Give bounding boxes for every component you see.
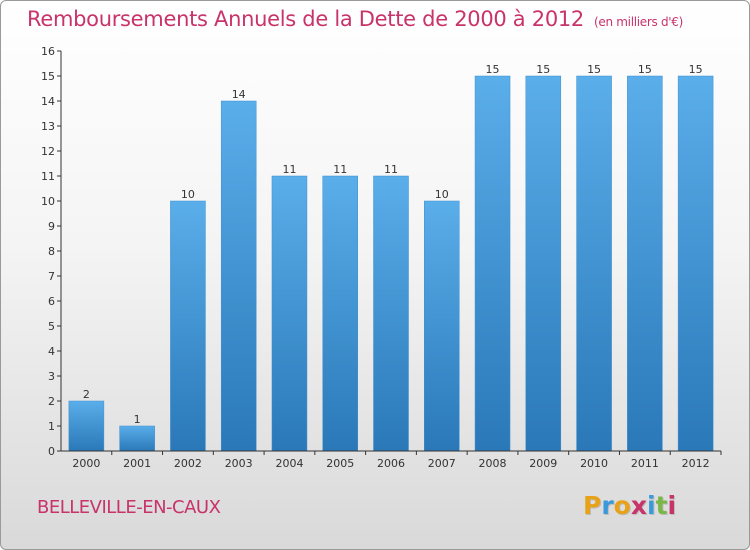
bar-value-label: 2: [83, 388, 90, 401]
y-tick-label: 7: [48, 270, 55, 283]
bar-value-label: 11: [282, 163, 296, 176]
bar-2008: [474, 75, 511, 452]
bar-2009: [525, 75, 562, 452]
y-tick-label: 2: [48, 395, 55, 408]
x-tick-label: 2001: [123, 457, 151, 470]
y-tick-label: 15: [41, 70, 55, 83]
bar-2005: [322, 175, 358, 452]
y-tick-label: 14: [41, 95, 55, 108]
bar-value-label: 15: [486, 63, 500, 76]
x-tick-label: 2003: [225, 457, 253, 470]
x-tick-label: 2006: [377, 457, 405, 470]
x-tick-label: 2007: [428, 457, 456, 470]
bar-2011: [627, 75, 663, 452]
bar-value-label: 14: [232, 88, 246, 101]
bar-2012: [677, 75, 714, 452]
x-tick-label: 2002: [174, 457, 202, 470]
x-tick-label: 2012: [682, 457, 710, 470]
bar-2001: [119, 425, 155, 452]
bar-value-label: 10: [435, 188, 449, 201]
bar-value-label: 15: [638, 63, 652, 76]
y-tick-label: 13: [41, 120, 55, 133]
x-tick-label: 2011: [631, 457, 659, 470]
y-tick-label: 10: [41, 195, 55, 208]
x-tick-label: 2010: [580, 457, 608, 470]
bar-2007: [424, 200, 460, 452]
bar-value-label: 15: [536, 63, 550, 76]
logo-letter: o: [613, 491, 631, 520]
x-tick-label: 2008: [479, 457, 507, 470]
commune-name: BELLEVILLE-EN-CAUX: [37, 497, 221, 518]
logo-letter: x: [630, 491, 647, 520]
logo-letter: P: [583, 491, 602, 520]
y-tick-label: 16: [41, 45, 55, 58]
bar-2003: [220, 100, 257, 452]
y-tick-label: 4: [48, 345, 55, 358]
bar-value-label: 10: [181, 188, 195, 201]
y-tick-label: 5: [48, 320, 55, 333]
y-tick-label: 6: [48, 295, 55, 308]
y-tick-label: 11: [41, 170, 55, 183]
y-tick-label: 3: [48, 370, 55, 383]
bar-value-label: 11: [384, 163, 398, 176]
bar-value-label: 11: [333, 163, 347, 176]
logo-letter: t: [655, 491, 668, 520]
y-tick-label: 9: [48, 220, 55, 233]
x-tick-label: 2004: [275, 457, 303, 470]
y-tick-label: 12: [41, 145, 55, 158]
y-tick-label: 0: [48, 445, 55, 458]
title-text: Remboursements Annuels de la Dette de 20…: [27, 7, 584, 31]
bar-2002: [170, 200, 206, 452]
x-tick-label: 2009: [529, 457, 557, 470]
x-tick-label: 2005: [326, 457, 354, 470]
bar-value-label: 1: [134, 413, 141, 426]
proxiti-logo: Proxiti: [583, 491, 676, 520]
bar-value-label: 15: [689, 63, 703, 76]
logo-letter: i: [647, 491, 656, 520]
x-tick-label: 2000: [72, 457, 100, 470]
y-tick-label: 8: [48, 245, 55, 258]
bar-2000: [68, 400, 105, 452]
logo-letter: r: [601, 491, 614, 520]
bar-2006: [373, 175, 409, 452]
logo-letter: i: [667, 491, 677, 520]
y-tick-label: 1: [48, 420, 55, 433]
bar-2004: [271, 175, 308, 452]
bar-2010: [576, 75, 612, 452]
chart-title: Remboursements Annuels de la Dette de 20…: [27, 7, 683, 31]
unit-subtitle: (en milliers d'€): [594, 15, 684, 29]
bar-value-label: 15: [587, 63, 601, 76]
